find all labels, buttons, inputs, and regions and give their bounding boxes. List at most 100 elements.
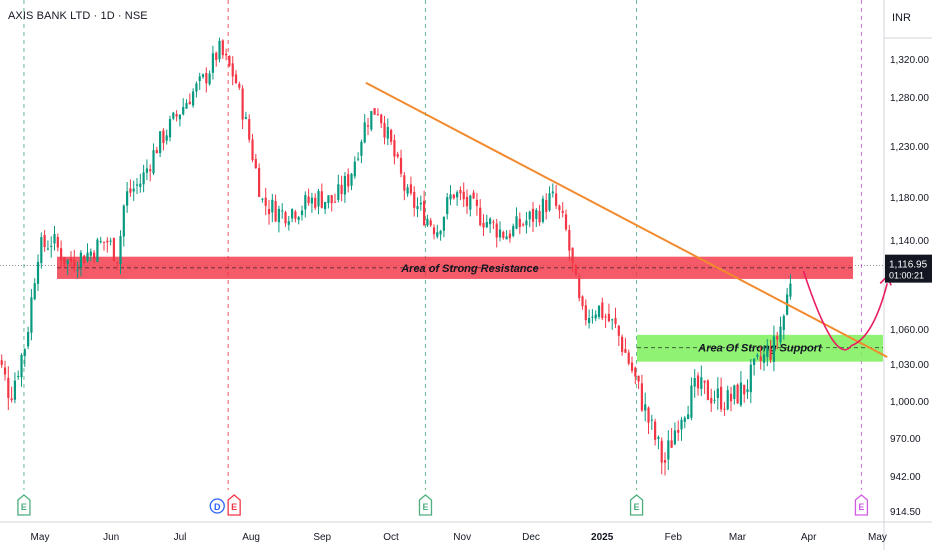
candle-body [739,382,743,406]
candle-body [155,150,158,154]
trendline [365,81,888,358]
candle-body [132,188,135,192]
candle-body [558,205,561,211]
y-tick-label: 1,030.00 [890,360,929,371]
candle-body [175,114,178,117]
candle-body [624,349,627,353]
y-tick-label: 1,280.00 [890,93,929,104]
candle-body [403,175,406,191]
candle-body [578,278,581,299]
candle-body [17,375,20,378]
last-price-badge [885,254,932,283]
candle-body [83,255,86,264]
x-tick-label: Feb [665,532,683,543]
candle-body [168,119,172,138]
candle-body [267,209,271,215]
candle-body [182,106,185,115]
candle-body [284,212,287,224]
candle-body [33,283,36,300]
x-tick-label: Sep [313,532,331,543]
candle-body [261,198,264,200]
candle-body [647,407,650,423]
candle-body [729,393,733,402]
candle-body [759,356,762,361]
candle-body [716,388,719,398]
candle-body [409,184,413,194]
candle-body [416,205,419,210]
event-marker-d: D [209,498,225,514]
candle-body [498,229,502,238]
candle-body [69,257,73,262]
y-tick-label: 1,230.00 [890,142,929,153]
candle-body [188,101,191,105]
candle-body [604,316,607,318]
event-marker-label: D [214,502,221,512]
candle-body [376,114,380,116]
dividend-marker-icon [209,498,225,514]
candle-body [538,211,541,223]
candle-body [571,247,574,263]
candle-body [574,265,578,276]
event-marker-label: E [634,502,640,512]
candle-body [413,191,416,208]
candle-body [145,168,149,173]
x-tick-label: Dec [522,532,540,543]
y-tick-label: 1,140.00 [890,236,929,247]
candle-body [350,173,353,186]
y-tick-label: 1,320.00 [890,55,929,66]
candle-body [670,440,673,448]
x-tick-label: Aug [242,532,260,543]
candle-body [46,248,50,250]
candle-body [383,122,386,138]
candle-body [597,305,601,317]
candle-body [215,52,218,60]
candle-body [663,460,667,463]
candle-body [244,117,248,119]
candle-body [363,122,366,143]
candle-body [419,202,422,205]
candle-body [779,326,782,343]
candle-body [654,421,657,440]
candle-body [749,364,752,393]
candle-body [762,354,766,363]
candle-body [27,332,30,347]
candle-body [535,210,538,219]
candle-body [264,197,267,206]
candle-body [522,224,525,226]
candle-body [736,384,739,404]
candle-body [733,385,736,399]
candle-body [370,111,373,130]
candle-body [713,399,716,401]
candle-body [677,429,680,433]
candle-body [126,191,129,206]
candle-body [452,194,455,199]
candle-body [50,245,53,247]
candle-body [406,187,409,194]
candle-body [195,83,198,92]
candle-body [541,198,545,222]
candle-body [710,398,713,404]
candle-body [673,430,677,445]
candle-body [568,230,571,251]
resistance-zone [57,256,853,279]
candle-body [43,234,46,248]
event-marker-label: E [231,502,237,512]
candle-body [248,119,251,140]
candle-body [545,199,548,212]
y-tick-label: 970.00 [890,434,921,445]
earnings-marker-icon [418,494,433,516]
candle-body [294,211,297,219]
candle-body [234,74,238,84]
candle-body [221,40,224,56]
candle-body [766,348,769,358]
candle-body [621,336,624,352]
candle-body [300,210,304,216]
candle-body [439,230,442,235]
candle-body [393,140,396,157]
x-tick-label: Apr [801,532,817,543]
candle-body [63,257,66,264]
candle-body [581,296,584,307]
candle-body [93,252,96,260]
candle-body [327,195,330,204]
